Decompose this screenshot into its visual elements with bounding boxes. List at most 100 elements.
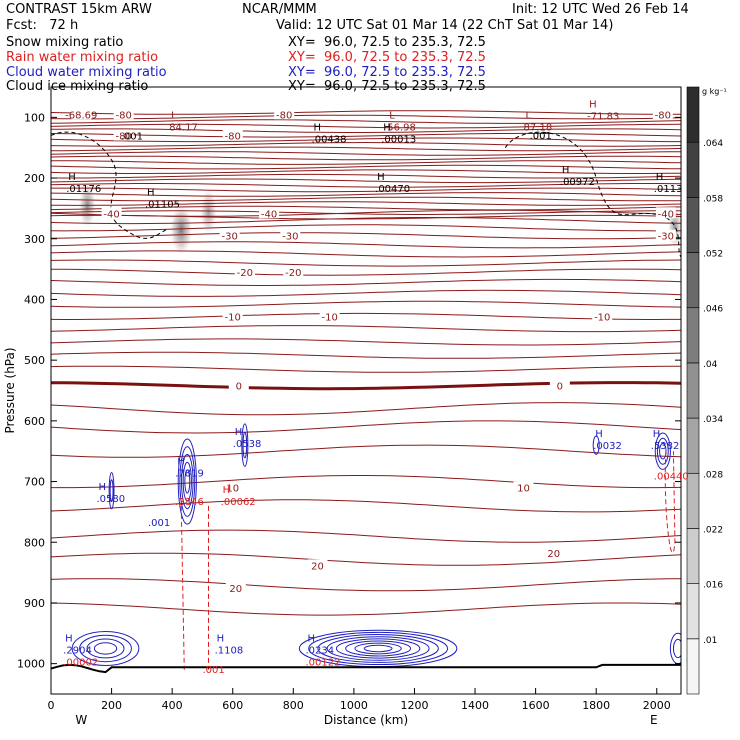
cloud-water-contour xyxy=(93,642,118,655)
extremum-value: .7819 xyxy=(175,468,204,479)
cloud-water-contour xyxy=(242,431,248,459)
extremum-mark: L xyxy=(389,110,395,121)
contour-label-bg xyxy=(222,310,243,322)
east-end-label: E xyxy=(650,713,658,727)
colorbar-swatch xyxy=(686,362,700,419)
x-tick-label: 1000 xyxy=(340,699,368,712)
contour-label-bg xyxy=(283,266,304,278)
plot-frame xyxy=(50,86,682,695)
contour-label: -40 xyxy=(261,209,277,220)
isotherm-line-upper xyxy=(51,192,681,197)
extremum-value: .00440 xyxy=(654,471,689,482)
contour-label-bg xyxy=(113,108,134,120)
colorbar-tick-label: .064 xyxy=(703,139,723,149)
extremum-value: .0538 xyxy=(233,439,262,450)
y-tick-label: 400 xyxy=(24,293,45,306)
isotherm-line xyxy=(51,241,681,249)
colorbar-swatch xyxy=(686,583,700,640)
extremum-mark: H xyxy=(217,634,225,645)
contour-label: -30 xyxy=(658,232,674,243)
contour-label-bg xyxy=(280,229,301,241)
extremum-mark: H xyxy=(65,634,73,645)
colorbar-tick-label: .016 xyxy=(703,581,723,591)
isotherm-line-upper xyxy=(51,173,681,179)
contour-label-bg xyxy=(225,581,246,593)
extremum-value: .0032 xyxy=(593,441,622,452)
extremum-mark: H xyxy=(314,122,322,133)
extremum-value: .00062 xyxy=(221,497,256,508)
isotherm-line xyxy=(51,602,681,616)
isotherm-line xyxy=(51,268,681,276)
contour-label-bg xyxy=(307,559,328,571)
colorbar-swatch xyxy=(686,638,700,695)
colorbar-swatch xyxy=(686,528,700,584)
isotherm-line-upper xyxy=(51,169,681,174)
contour-label: -20 xyxy=(285,268,301,279)
model-title: CONTRAST 15km ARW xyxy=(6,2,152,17)
extremum-value: .001 xyxy=(121,131,143,142)
cloud-water-contour xyxy=(354,642,402,655)
y-tick-label: 100 xyxy=(24,111,45,124)
contour-label: -40 xyxy=(103,209,119,220)
extremum-value: 87.18 xyxy=(524,122,553,133)
isotherm-line xyxy=(51,552,681,566)
extremum-value: .00122 xyxy=(305,658,340,669)
cloud-ice-contour xyxy=(51,131,167,239)
extremum-mark: H xyxy=(589,99,597,110)
isotherm-line-upper xyxy=(51,110,681,115)
extremum-value: .01105 xyxy=(145,199,180,210)
isotherm-line xyxy=(51,300,681,308)
colorbar-tick-label: .058 xyxy=(703,194,723,204)
x-tick-label: 200 xyxy=(101,699,122,712)
y-tick-label: 500 xyxy=(24,354,45,367)
extremum-mark: H xyxy=(377,172,385,183)
field-xy-rain: XY= 96.0, 72.5 to 235.3, 72.5 xyxy=(288,50,486,65)
colorbar-tick-label: .028 xyxy=(703,470,723,480)
extremum-mark: H xyxy=(68,172,76,183)
y-tick-label: 700 xyxy=(24,476,45,489)
x-tick-label: 600 xyxy=(222,699,243,712)
isotherm-line xyxy=(51,289,681,297)
extremum-mark: H xyxy=(235,427,243,438)
contour-label-bg xyxy=(228,379,249,391)
extremum-value: .1108 xyxy=(215,646,244,657)
colorbar-swatch xyxy=(686,417,700,474)
extremum-mark: H xyxy=(562,165,570,176)
colorbar-swatch xyxy=(686,141,700,198)
extremum-value: -71.83 xyxy=(587,111,619,122)
organization: NCAR/MMM xyxy=(242,2,317,17)
extremum-value: .00470 xyxy=(375,184,410,195)
terrain-surface-line xyxy=(51,663,681,674)
contour-label: 0 xyxy=(236,382,242,393)
contour-label: 10 xyxy=(226,484,239,495)
isotherm-line xyxy=(51,402,681,416)
isotherm-line xyxy=(51,529,681,543)
y-tick-label: 300 xyxy=(24,233,45,246)
isotherm-line-upper xyxy=(51,123,681,129)
extremum-value: 56.98 xyxy=(387,122,416,133)
contour-label: -20 xyxy=(237,268,253,279)
contour-label-bg xyxy=(592,310,613,322)
extremum-mark: H xyxy=(98,482,106,493)
contour-label-bg xyxy=(222,481,243,493)
contour-label: -80 xyxy=(276,110,292,121)
isotherm-line-upper xyxy=(51,146,681,152)
contour-label: -68.69 xyxy=(65,110,97,121)
isotherm-line xyxy=(51,312,681,320)
extremum-value: .01176 xyxy=(66,184,101,195)
contour-label: 10 xyxy=(517,484,530,495)
contour-label-bg xyxy=(655,229,676,241)
extremum-value: .0580 xyxy=(96,494,125,505)
isotherm-line-upper xyxy=(51,187,681,193)
cloud-water-contour xyxy=(86,638,125,659)
contour-label: -10 xyxy=(594,312,610,323)
extremum-value: .0234 xyxy=(305,646,334,657)
isotherm-line xyxy=(51,259,681,267)
colorbar-tick-label: .01 xyxy=(703,636,717,646)
colorbar-swatch xyxy=(686,307,700,364)
contour-label: 20 xyxy=(229,584,242,595)
isotherm-line xyxy=(51,209,681,217)
cloud-water-contour xyxy=(79,634,132,663)
cloud-water-contour xyxy=(109,479,114,503)
field-xy-snow: XY= 96.0, 72.5 to 235.3, 72.5 xyxy=(288,35,486,50)
